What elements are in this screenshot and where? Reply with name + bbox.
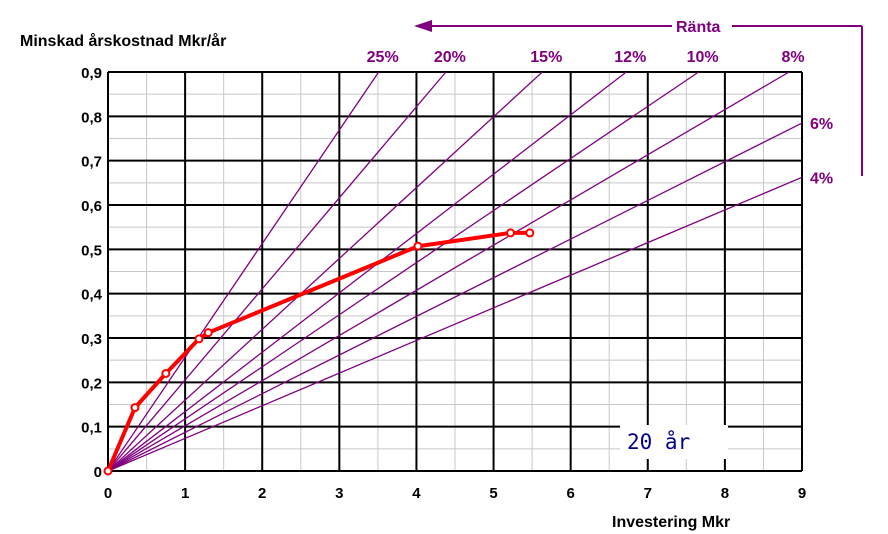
rate-group-arrow: [414, 20, 863, 176]
y-tick-label: 0,8: [81, 109, 102, 126]
y-tick-label: 0,1: [81, 420, 102, 437]
interest-rate-labels: 25% 20% 15% 12% 10% 8% 6% 4%: [367, 49, 833, 187]
x-tick-label: 6: [566, 485, 574, 502]
y-tick-label: 0: [94, 464, 102, 481]
major-gridlines: [107, 71, 803, 472]
x-tick-label: 5: [489, 485, 497, 502]
annotation-box: [620, 425, 728, 459]
x-tick-label: 8: [721, 485, 729, 502]
x-tick-label: 0: [104, 485, 112, 502]
series-line: [106, 230, 530, 472]
data-point: [194, 334, 204, 344]
y-axis-title: Minskad årskostnad Mkr/år: [20, 32, 226, 50]
x-tick-label: 4: [412, 485, 421, 502]
rate-line-12pct: [107, 71, 627, 472]
y-tick-label: 0,5: [81, 242, 102, 259]
x-tick-label: 3: [335, 485, 343, 502]
y-tick-label: 0,7: [81, 154, 102, 171]
data-point: [130, 403, 140, 413]
interest-rate-lines: [107, 71, 803, 472]
rate-line-4pct: [107, 176, 803, 472]
rate-line-10pct: [107, 71, 700, 472]
rate-label-4pct: 4%: [810, 170, 833, 187]
data-point: [161, 368, 171, 378]
rate-label-8pct: 8%: [781, 49, 804, 66]
y-tick-label: 0,2: [81, 375, 102, 392]
x-tick-label: 9: [798, 485, 806, 502]
data-point: [506, 228, 516, 238]
rate-label-6pct: 6%: [810, 116, 833, 133]
x-axis-title: Investering Mkr: [612, 514, 730, 531]
rate-line-8pct: [107, 71, 790, 472]
rate-group-label: Ränta: [676, 19, 721, 36]
rate-label-25pct: 25%: [367, 49, 399, 66]
rate-line-25pct: [107, 71, 380, 472]
data-point: [103, 466, 113, 476]
data-series: [103, 228, 535, 476]
x-tick-label: 2: [258, 485, 266, 502]
minor-gridlines: [107, 71, 803, 472]
annotation-label: 20 år: [627, 429, 690, 454]
y-tick-label: 0,4: [81, 287, 103, 304]
y-tick-label: 0,6: [81, 198, 102, 215]
rate-line-20pct: [107, 71, 447, 472]
rate-label-10pct: 10%: [687, 49, 719, 66]
rate-label-12pct: 12%: [614, 49, 646, 66]
data-point: [203, 328, 213, 338]
rate-label-20pct: 20%: [434, 49, 466, 66]
y-tick-label: 0,3: [81, 331, 102, 348]
x-tick-label: 7: [644, 485, 652, 502]
x-tick-label: 1: [181, 485, 189, 502]
y-tick-label: 0,9: [81, 65, 102, 82]
rate-label-15pct: 15%: [530, 49, 562, 66]
data-point: [413, 241, 423, 251]
rate-line-6pct: [107, 122, 803, 472]
data-point: [525, 228, 535, 238]
rate-line-15pct: [107, 71, 543, 472]
tick-labels: 0 1 2 3 4 5 6 7 8 9 0 0,1 0,2 0,3 0,4 0,5 0,6 0,7 0,8 0,9: [81, 65, 806, 502]
